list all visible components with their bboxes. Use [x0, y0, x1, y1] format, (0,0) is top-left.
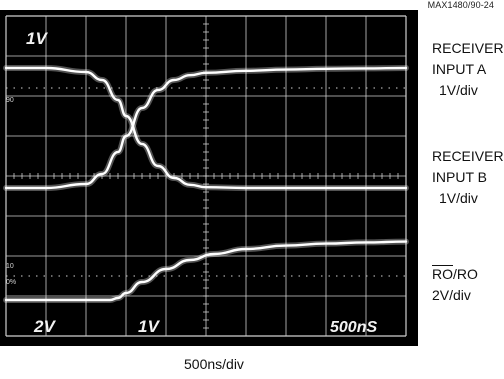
label-receiver-input-a: RECEIVER INPUT A 1V/div — [432, 38, 504, 101]
label-b-line1: RECEIVER — [432, 148, 504, 164]
x-axis-caption: 500ns/div — [184, 356, 244, 372]
marker-90: 90 — [6, 97, 14, 104]
label-receiver-input-b: RECEIVER INPUT B 1V/div — [432, 146, 504, 209]
trace-line — [4, 66, 408, 190]
figure-id: MAX1480/90-24 — [427, 0, 494, 10]
label-ro-rest: /RO — [453, 266, 478, 282]
label-ro-scale: 2V/div — [432, 287, 471, 303]
label-b-scale: 1V/div — [439, 190, 478, 206]
label-b-line2: INPUT B — [432, 169, 487, 185]
marker-10: 10 — [6, 263, 14, 270]
bottom-ch1-scale: 2V — [33, 317, 56, 336]
top-left-scale: 1V — [26, 29, 48, 48]
label-ro-bar: RO — [432, 266, 453, 282]
label-a-scale: 1V/div — [439, 82, 478, 98]
marker-0: 0% — [6, 279, 16, 286]
bottom-ch2-scale: 1V — [138, 317, 160, 336]
trace-line — [4, 66, 408, 190]
marker-text: 90 10 0% — [6, 97, 16, 286]
traces — [3, 65, 409, 303]
label-a-line1: RECEIVER — [432, 40, 504, 56]
label-a-line2: INPUT A — [432, 61, 487, 77]
oscilloscope-screen: 1V 2V 1V 500nS 90 10 0% — [0, 10, 418, 346]
timebase-label: 500nS — [330, 319, 377, 336]
label-ro: RO/RO 2V/div — [432, 264, 478, 306]
screen-text: 1V 2V 1V 500nS — [26, 29, 377, 336]
trace-line — [4, 240, 408, 302]
label-ro-name: RO/RO — [432, 264, 478, 285]
